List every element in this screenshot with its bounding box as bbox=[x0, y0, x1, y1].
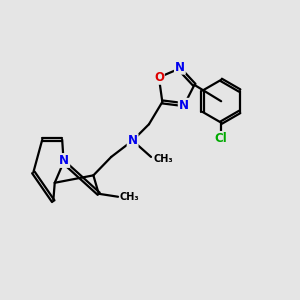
Text: CH₃: CH₃ bbox=[153, 154, 173, 164]
Text: CH₃: CH₃ bbox=[120, 192, 140, 202]
Text: N: N bbox=[128, 134, 138, 147]
Text: Cl: Cl bbox=[215, 132, 227, 145]
Text: N: N bbox=[179, 99, 189, 112]
Text: N: N bbox=[175, 61, 185, 74]
Text: N: N bbox=[59, 154, 69, 167]
Text: O: O bbox=[154, 71, 164, 84]
